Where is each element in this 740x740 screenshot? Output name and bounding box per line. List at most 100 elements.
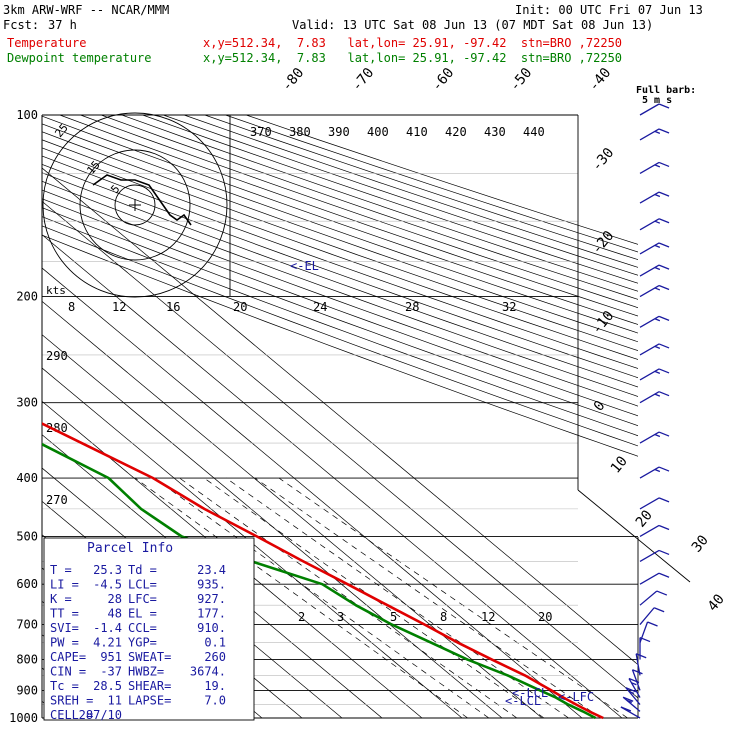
wind-barb-flag	[635, 653, 647, 659]
temperature-legend-label: Temperature	[7, 36, 87, 50]
theta-label: 280	[46, 421, 68, 435]
parcel-info-key: LAPSE=	[128, 694, 171, 708]
pressure-tick-label: 600	[16, 577, 38, 591]
wind-barb-staff	[639, 191, 660, 204]
pressure-tick-label: 400	[16, 471, 38, 485]
parcel-info-value: 11	[108, 694, 122, 708]
wind-barb	[639, 497, 670, 510]
isotherm-label: 40	[705, 591, 728, 614]
dry-adiabat-line	[42, 207, 638, 427]
wind-barb	[639, 264, 670, 277]
wind-barb	[639, 572, 670, 585]
parcel-info-value: -37	[100, 665, 122, 679]
theta-label: 390	[328, 125, 350, 139]
dry-adiabat-line	[42, 225, 638, 447]
parcel-info-key: T =	[50, 563, 72, 577]
isotherm-line	[42, 267, 583, 719]
dry-adiabat-line	[225, 114, 638, 253]
parcel-info-value: -4.5	[93, 578, 122, 592]
pressure-tick-label: 300	[16, 396, 38, 410]
wind-barb	[639, 315, 670, 328]
parcel-info-value: 23.4	[197, 563, 226, 577]
mixing-ratio-label: 12	[112, 300, 126, 314]
dewpoint-legend-label: Dewpoint temperature	[7, 51, 152, 65]
isotherm-label: -70	[349, 65, 378, 95]
wind-barb-flag	[620, 706, 632, 712]
mixing-ratio-line	[254, 477, 602, 719]
wind-barb-half	[654, 345, 661, 349]
parcel-info-key: TT =	[50, 607, 79, 621]
forecast-hour: 37 h	[48, 18, 77, 32]
parcel-info-value: 28.5	[93, 679, 122, 693]
wind-barb-half	[626, 699, 633, 703]
wind-barb-staff	[639, 572, 660, 585]
parcel-info-key: Td =	[128, 563, 157, 577]
wind-barb-half	[654, 244, 661, 248]
wind-barb-flag	[658, 391, 670, 397]
wind-barb-staff	[639, 218, 660, 231]
wind-barb-flag	[622, 696, 634, 702]
wind-barb	[639, 191, 670, 204]
mixing-ratio-label: 12	[481, 610, 495, 624]
parcel-info-value: 3674.	[190, 665, 226, 679]
wind-barb-half	[654, 193, 661, 198]
plot-slant-edge	[577, 489, 691, 583]
isotherm-label: -30	[589, 145, 618, 175]
isotherm-line	[42, 167, 638, 666]
isotherm-label: -50	[507, 65, 536, 95]
init-time: Init: 00 UTC Fri 07 Jun 13	[515, 3, 703, 17]
wind-barb	[639, 466, 670, 479]
lcl-marker: <-LCL	[505, 694, 541, 708]
wind-barb-staff	[639, 524, 660, 538]
wind-barb-half	[654, 468, 661, 473]
isotherm-label: -40	[586, 65, 615, 95]
barb-legend-units: 5 m s	[642, 95, 672, 106]
barb-legend-title: Full barb:	[636, 85, 696, 96]
wind-barb-flag	[658, 128, 670, 134]
wind-barb	[639, 590, 668, 606]
wind-barb	[639, 431, 670, 444]
dry-adiabat-line	[42, 172, 638, 388]
temperature-legend-info: x,y=512.34, 7.83 lat,lon= 25.91, -97.42 …	[203, 36, 623, 50]
parcel-info-key: K =	[50, 592, 72, 606]
wind-barb-staff	[639, 368, 660, 381]
parcel-info-key: YGP=	[128, 636, 157, 650]
dry-adiabat-line	[42, 155, 638, 369]
pressure-tick-label: 500	[16, 529, 38, 543]
wind-barb-staff	[639, 343, 660, 356]
parcel-info-value: -1.4	[93, 621, 122, 635]
parcel-info-key: SHEAR=	[128, 679, 171, 693]
wind-barb-flag	[658, 103, 670, 109]
parcel-info-value: 260	[204, 650, 226, 664]
wind-barb-staff	[639, 607, 655, 626]
mixing-ratio-line	[278, 477, 628, 719]
wind-barb-staff	[635, 653, 641, 676]
mixing-ratio-label: 8	[68, 300, 75, 314]
wind-barb-flag	[658, 343, 670, 349]
isotherm-label: -60	[429, 65, 458, 95]
wind-barb-flag	[658, 242, 670, 248]
mixing-ratio-label: 20	[233, 300, 247, 314]
wind-barb	[639, 128, 670, 141]
parcel-info-value: 935.	[197, 578, 226, 592]
isotherm-label: 30	[689, 532, 712, 555]
wind-barb-staff	[639, 242, 660, 255]
wind-barb-half	[654, 266, 661, 271]
mixing-ratio-label: 32	[502, 300, 516, 314]
parcel-info-box	[43, 537, 255, 721]
wind-barb-flag	[658, 284, 670, 291]
wind-barb-half	[654, 433, 661, 438]
wind-barb-staff	[639, 549, 660, 563]
mixing-ratio-label: 20	[538, 610, 552, 624]
pressure-tick-label: 700	[16, 618, 38, 632]
wind-barb-flag	[656, 590, 668, 596]
wind-barb-staff	[625, 687, 641, 705]
wind-barb-flag	[658, 368, 670, 374]
wind-barb	[622, 696, 641, 712]
parcel-info-value: 48	[108, 607, 122, 621]
mixing-ratio-label: 2	[298, 610, 305, 624]
isotherm-label: 10	[608, 453, 631, 476]
wind-barb-flag	[658, 161, 670, 168]
wind-barb-flag	[658, 191, 670, 197]
